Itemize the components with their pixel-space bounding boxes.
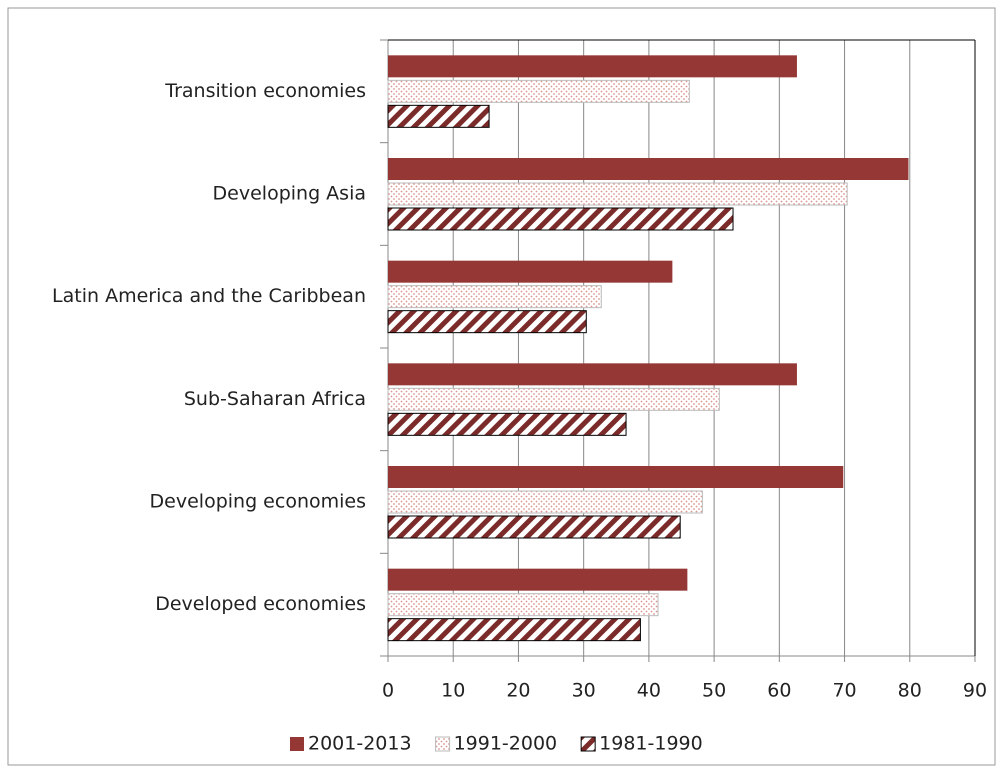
- bar: [387, 490, 703, 514]
- y-tick-label: Developing Asia: [213, 183, 366, 205]
- y-tick-label: Developing economies: [150, 491, 366, 513]
- x-tick-label: 90: [963, 680, 987, 702]
- bar: [388, 55, 797, 78]
- bar: [388, 568, 688, 591]
- legend-label: 1981-1990: [599, 733, 703, 755]
- bar: [387, 593, 659, 617]
- bar: [387, 79, 690, 103]
- x-tick-label: 40: [637, 680, 661, 702]
- x-tick-label: 10: [441, 680, 465, 702]
- x-tick-label: 50: [702, 680, 726, 702]
- x-tick-label: 60: [767, 680, 791, 702]
- x-tick-label: 0: [382, 680, 394, 702]
- bar: [387, 387, 720, 411]
- bar: [387, 285, 602, 309]
- legend-swatch: [290, 737, 304, 751]
- bar: [388, 158, 909, 180]
- y-tick-label: Transition economies: [164, 80, 366, 102]
- bar: [387, 310, 587, 334]
- x-tick-label: 20: [506, 680, 530, 702]
- bar: [387, 207, 734, 231]
- legend-label: 1991-2000: [454, 733, 558, 755]
- bar: [387, 515, 681, 539]
- legend-swatch: [435, 736, 451, 752]
- bar: [387, 412, 627, 436]
- bar: [387, 618, 641, 642]
- x-tick-label: 80: [898, 680, 922, 702]
- bar: [388, 260, 673, 283]
- legend-swatch: [580, 736, 596, 752]
- y-tick-label: Sub-Saharan Africa: [184, 388, 366, 410]
- y-tick-label: Latin America and the Caribbean: [52, 285, 366, 307]
- bar: [387, 104, 490, 128]
- bar: [388, 466, 844, 488]
- y-tick-label: Developed economies: [155, 593, 366, 615]
- x-tick-label: 70: [832, 680, 856, 702]
- bar: [387, 182, 848, 206]
- bar: [388, 363, 797, 386]
- chart-border: [7, 7, 996, 766]
- x-tick-label: 30: [572, 680, 596, 702]
- legend-label: 2001-2013: [308, 733, 412, 755]
